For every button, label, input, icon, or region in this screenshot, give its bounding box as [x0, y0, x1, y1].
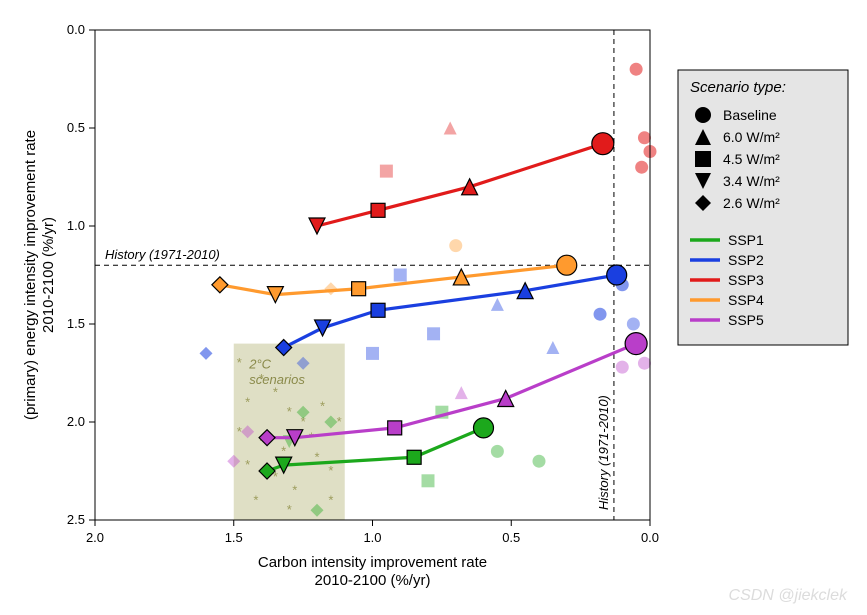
series-marker-ssp3: [592, 133, 614, 155]
x-tick-label: 1.0: [363, 530, 381, 545]
svg-text:*: *: [337, 414, 342, 429]
series-marker-ssp4: [212, 277, 228, 293]
svg-text:*: *: [273, 385, 278, 400]
series-marker-ssp4: [557, 255, 577, 275]
y-tick-label: 2.5: [67, 512, 85, 527]
y-tick-label: 1.5: [67, 316, 85, 331]
series-marker-ssp2: [371, 303, 385, 317]
series-marker-ssp5: [625, 333, 647, 355]
x-tick-label: 0.0: [641, 530, 659, 545]
legend-line-label: SSP2: [728, 252, 764, 268]
svg-text:*: *: [328, 463, 333, 478]
svg-text:*: *: [292, 483, 297, 498]
series-marker-ssp1: [407, 450, 421, 464]
series-line-ssp3: [317, 144, 603, 226]
x-tick-label: 1.5: [225, 530, 243, 545]
svg-text:*: *: [287, 502, 292, 517]
svg-text:*: *: [328, 492, 333, 507]
watermark: CSDN @jiekclek: [729, 587, 847, 605]
svg-text:*: *: [245, 457, 250, 472]
legend-title: Scenario type:: [690, 79, 786, 96]
legend-shape-label: 4.5 W/m²: [723, 151, 780, 167]
series-marker-ssp2: [315, 320, 331, 336]
svg-text:*: *: [320, 398, 325, 413]
legend-line-label: SSP3: [728, 272, 764, 288]
legend-line-label: SSP5: [728, 312, 764, 328]
legend-shape-label: Baseline: [723, 107, 777, 123]
svg-text:*: *: [259, 371, 264, 386]
legend-shape-label: 2.6 W/m²: [723, 195, 780, 211]
history-v-label: History (1971-2010): [596, 395, 611, 510]
y-tick-label: 1.0: [67, 218, 85, 233]
history-h-label: History (1971-2010): [105, 247, 220, 262]
svg-text:*: *: [287, 404, 292, 419]
legend-line-label: SSP1: [728, 232, 764, 248]
legend: Scenario type: Baseline 6.0 W/m² 4.5 W/m² 3.…: [678, 70, 848, 345]
y-axis-label: (primary) energy intensity improvement r…: [22, 130, 57, 420]
svg-text:*: *: [237, 355, 242, 370]
x-axis-label: Carbon intensity improvement rate2010-21…: [258, 554, 487, 589]
legend-shape-label: 3.4 W/m²: [723, 173, 780, 189]
y-tick-label: 0.5: [67, 120, 85, 135]
svg-text:*: *: [281, 443, 286, 458]
scatter-chart: 2°Cscenarios********************History …: [0, 0, 867, 615]
legend-shape-label: 6.0 W/m²: [723, 129, 780, 145]
y-tick-label: 0.0: [67, 22, 85, 37]
series-marker-ssp4: [352, 282, 366, 296]
svg-text:*: *: [245, 394, 250, 409]
x-tick-label: 0.5: [502, 530, 520, 545]
svg-text:*: *: [253, 492, 258, 507]
series-marker-ssp3: [371, 203, 385, 217]
legend-line-label: SSP4: [728, 292, 764, 308]
series-marker-ssp2: [607, 265, 627, 285]
y-tick-label: 2.0: [67, 414, 85, 429]
x-tick-label: 2.0: [86, 530, 104, 545]
series-marker-ssp1: [474, 418, 494, 438]
svg-text:*: *: [237, 424, 242, 439]
series-marker-ssp5: [388, 421, 402, 435]
